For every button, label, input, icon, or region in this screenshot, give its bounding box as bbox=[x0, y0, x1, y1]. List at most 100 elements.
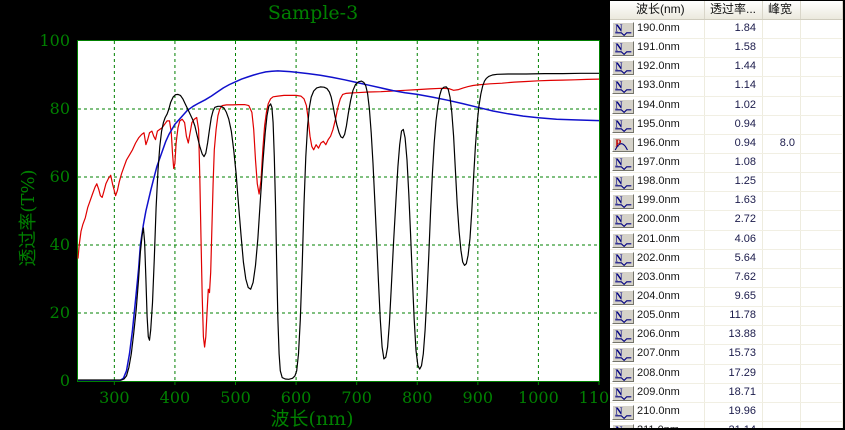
valley-icon[interactable]: N bbox=[612, 41, 634, 57]
valley-icon[interactable]: N bbox=[612, 22, 634, 37]
svg-text:N: N bbox=[615, 234, 623, 245]
transmittance-value: 1.14 bbox=[705, 77, 763, 96]
svg-text:N: N bbox=[615, 387, 623, 398]
svg-text:N: N bbox=[615, 215, 623, 226]
transmittance-value: 21.14 bbox=[705, 421, 763, 428]
wavelength-cell: N 201.0nm bbox=[610, 230, 705, 249]
wavelength-cell: N 208.0nm bbox=[610, 364, 705, 383]
peak-width-value bbox=[763, 153, 801, 173]
valley-icon[interactable]: N bbox=[612, 347, 634, 363]
x-tick-label: 600 bbox=[280, 388, 312, 407]
peak-width-value bbox=[763, 192, 801, 211]
table-row[interactable]: N 197.0nm 1.08 bbox=[610, 153, 843, 174]
wavelength-cell: N 207.0nm bbox=[610, 345, 705, 364]
svg-text:N: N bbox=[615, 62, 623, 73]
valley-icon[interactable]: N bbox=[612, 423, 634, 428]
table-row[interactable]: N 190.0nm 1.84 bbox=[610, 20, 843, 40]
peak-width-value bbox=[763, 77, 801, 96]
valley-icon[interactable]: N bbox=[612, 194, 634, 210]
empty-cell bbox=[801, 402, 843, 421]
valley-icon[interactable]: N bbox=[612, 328, 634, 344]
transmittance-value: 1.58 bbox=[705, 39, 763, 58]
y-tick-label: 80 bbox=[49, 99, 70, 118]
empty-cell bbox=[801, 96, 843, 115]
wavelength-value: 192.0nm bbox=[637, 60, 680, 73]
valley-icon[interactable]: N bbox=[612, 79, 634, 95]
chart-panel: Sample-3 透过率(T%) 0 20 40 60 80 100 300 400 500 6… bbox=[18, 2, 620, 430]
table-row[interactable]: N 206.0nm 13.88 bbox=[610, 326, 843, 346]
x-tick-label: 300 bbox=[99, 388, 130, 407]
peak-width-value bbox=[763, 402, 801, 421]
transmittance-value: 2.72 bbox=[705, 211, 763, 230]
transmittance-value: 17.29 bbox=[705, 364, 763, 383]
table-row[interactable]: N 194.0nm 1.02 bbox=[610, 96, 843, 116]
wavelength-value: 206.0nm bbox=[637, 328, 680, 341]
table-row[interactable]: N 192.0nm 1.44 bbox=[610, 58, 843, 78]
peak-width-value bbox=[763, 96, 801, 115]
valley-icon[interactable]: N bbox=[612, 175, 634, 191]
table-row[interactable]: N 199.0nm 1.63 bbox=[610, 192, 843, 212]
peak-width-value bbox=[763, 58, 801, 77]
empty-cell bbox=[801, 230, 843, 249]
wavelength-cell: N 202.0nm bbox=[610, 249, 705, 268]
table-row[interactable]: N 204.0nm 9.65 bbox=[610, 287, 843, 308]
table-row[interactable]: N 195.0nm 0.94 bbox=[610, 115, 843, 135]
table-row[interactable]: N 205.0nm 11.78 bbox=[610, 307, 843, 327]
table-row[interactable]: N 200.0nm 2.72 bbox=[610, 211, 843, 231]
empty-cell bbox=[801, 287, 843, 307]
table-body[interactable]: N 190.0nm 1.84 N 191.0nm 1.58 N 192.0nm 1.44 N 193… bbox=[610, 20, 843, 428]
valley-icon[interactable]: N bbox=[612, 232, 634, 248]
svg-text:N: N bbox=[615, 119, 623, 130]
peak-width-value bbox=[763, 421, 801, 428]
table-row[interactable]: N 208.0nm 17.29 bbox=[610, 364, 843, 384]
valley-icon[interactable]: N bbox=[612, 251, 634, 267]
peak-width-value bbox=[763, 287, 801, 307]
empty-cell bbox=[801, 307, 843, 326]
valley-icon[interactable]: N bbox=[612, 213, 634, 229]
table-header-cell-0[interactable]: 波长(nm) bbox=[610, 1, 705, 19]
valley-icon[interactable]: N bbox=[612, 270, 634, 286]
valley-icon[interactable]: N bbox=[612, 155, 634, 171]
red-sample-curve bbox=[77, 78, 600, 348]
table-header-cell-2[interactable]: 峰宽 bbox=[763, 1, 801, 19]
table-row[interactable]: N 201.0nm 4.06 bbox=[610, 230, 843, 250]
empty-cell bbox=[801, 192, 843, 211]
valley-icon[interactable]: N bbox=[612, 289, 634, 305]
svg-text:N: N bbox=[615, 273, 623, 284]
transmittance-value: 9.65 bbox=[705, 287, 763, 307]
peak-width-value bbox=[763, 39, 801, 58]
table-header-cell-3[interactable] bbox=[801, 1, 843, 19]
valley-icon[interactable]: N bbox=[612, 98, 634, 114]
table-header-cell-1[interactable]: 透过率... bbox=[705, 1, 763, 19]
wavelength-cell: N 205.0nm bbox=[610, 307, 705, 326]
wavelength-cell: N 193.0nm bbox=[610, 77, 705, 96]
table-row[interactable]: N 211.0nm 21.14 bbox=[610, 421, 843, 428]
valley-icon[interactable]: N bbox=[612, 60, 634, 76]
empty-cell bbox=[801, 58, 843, 77]
svg-text:N: N bbox=[615, 43, 623, 54]
transmittance-value: 1.63 bbox=[705, 192, 763, 211]
table-row[interactable]: N 210.0nm 19.96 bbox=[610, 402, 843, 422]
valley-icon[interactable]: N bbox=[612, 366, 634, 382]
valley-icon[interactable]: N bbox=[612, 385, 634, 401]
wavelength-cell: N 209.0nm bbox=[610, 383, 705, 402]
table-row[interactable]: N 203.0nm 7.62 bbox=[610, 268, 843, 288]
table-row[interactable]: N 207.0nm 15.73 bbox=[610, 345, 843, 365]
svg-text:N: N bbox=[615, 100, 623, 111]
valley-icon[interactable]: N bbox=[612, 309, 634, 325]
transmittance-value: 18.71 bbox=[705, 383, 763, 402]
table-row[interactable]: N 191.0nm 1.58 bbox=[610, 39, 843, 59]
valley-icon[interactable]: N bbox=[612, 404, 634, 420]
table-row[interactable]: N 198.0nm 1.25 bbox=[610, 173, 843, 193]
valley-icon[interactable]: N bbox=[612, 117, 634, 133]
transmittance-value: 4.06 bbox=[705, 230, 763, 249]
table-row[interactable]: P 196.0nm 0.94 8.0 bbox=[610, 134, 843, 154]
table-row[interactable]: N 209.0nm 18.71 bbox=[610, 383, 843, 403]
empty-cell bbox=[801, 39, 843, 58]
table-row[interactable]: N 193.0nm 1.14 bbox=[610, 77, 843, 97]
table-row[interactable]: N 202.0nm 5.64 bbox=[610, 249, 843, 269]
transmittance-value: 15.73 bbox=[705, 345, 763, 364]
empty-cell bbox=[801, 421, 843, 428]
peak-icon[interactable]: P bbox=[612, 136, 634, 152]
wavelength-cell: N 190.0nm bbox=[610, 20, 705, 39]
